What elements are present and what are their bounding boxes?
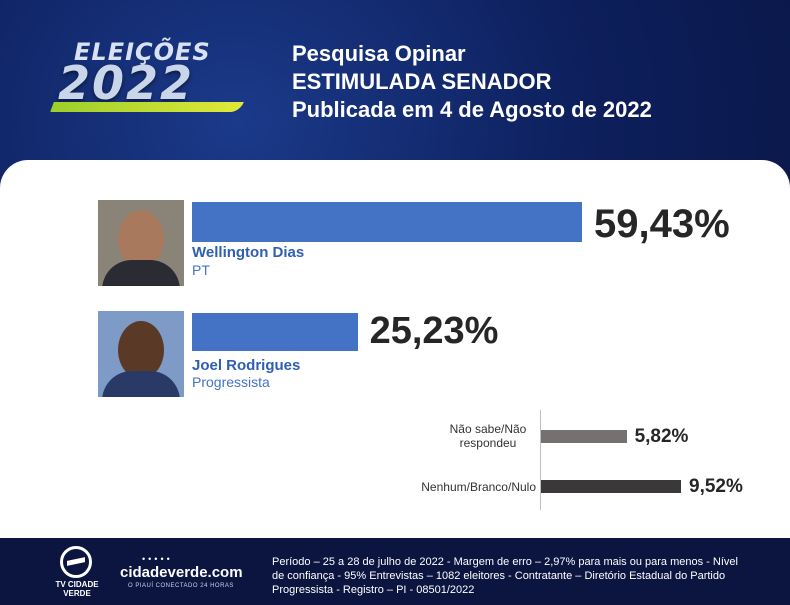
other-bar-1 — [541, 430, 627, 443]
cidadeverde-logo: ••••• cidadeverde.com O PIAUÍ CONECTADO … — [120, 554, 243, 594]
tv-emblem-icon — [60, 546, 92, 578]
candidate-photo-1 — [98, 200, 184, 286]
footer: TV CIDADE VERDE ••••• cidadeverde.com O … — [0, 538, 790, 605]
cidadeverde-tagline: O PIAUÍ CONECTADO 24 HORAS — [128, 583, 234, 589]
cidadeverde-dots-icon: ••••• — [142, 554, 173, 564]
methodology-note: Período – 25 a 28 de julho de 2022 - Mar… — [272, 556, 738, 596]
candidate-value-1: 59,43% — [594, 202, 730, 246]
candidate-party-1: PT — [192, 262, 210, 278]
tv-cidade-verde-logo: TV CIDADE VERDE — [46, 546, 108, 602]
candidate-value-2: 25,23% — [369, 310, 499, 352]
title-line-3: Publicada em 4 de Agosto de 2022 — [292, 97, 652, 122]
other-value-2: 9,52% — [689, 476, 743, 497]
chart-panel: 59,43% Wellington Dias PT 25,23% Joel Ro… — [0, 160, 790, 538]
other-label-1: Não sabe/Não respondeu — [449, 422, 527, 450]
cidadeverde-name: cidadeverde.com — [120, 564, 243, 581]
title-line-2: ESTIMULADA SENADOR — [292, 69, 552, 94]
candidate-photo-2 — [98, 311, 184, 397]
title-line-1: Pesquisa Opinar — [292, 41, 466, 66]
eleicoes-2022-logo: ELEIÇÕES 2022 — [50, 38, 252, 118]
tv-logo-text: TV CIDADE VERDE — [55, 580, 99, 598]
candidate-party-2: Progressista — [192, 374, 270, 390]
page-title: Pesquisa Opinar ESTIMULADA SENADOR Publi… — [292, 40, 652, 124]
other-bar-2 — [541, 480, 681, 493]
logo-swoosh-icon — [50, 102, 244, 112]
candidate-bar-1 — [192, 202, 582, 242]
header: ELEIÇÕES 2022 Pesquisa Opinar ESTIMULADA… — [0, 0, 790, 160]
others-axis-line — [540, 410, 541, 510]
logo-top-text: ELEIÇÕES — [74, 38, 211, 66]
other-value-1: 5,82% — [634, 426, 689, 447]
logo-year-text: 2022 — [58, 56, 195, 110]
candidate-name-2: Joel Rodrigues — [192, 357, 301, 374]
candidate-bar-2 — [192, 313, 358, 351]
candidate-name-1: Wellington Dias — [192, 244, 305, 261]
other-label-2: Nenhum/Branco/Nulo — [421, 480, 536, 494]
